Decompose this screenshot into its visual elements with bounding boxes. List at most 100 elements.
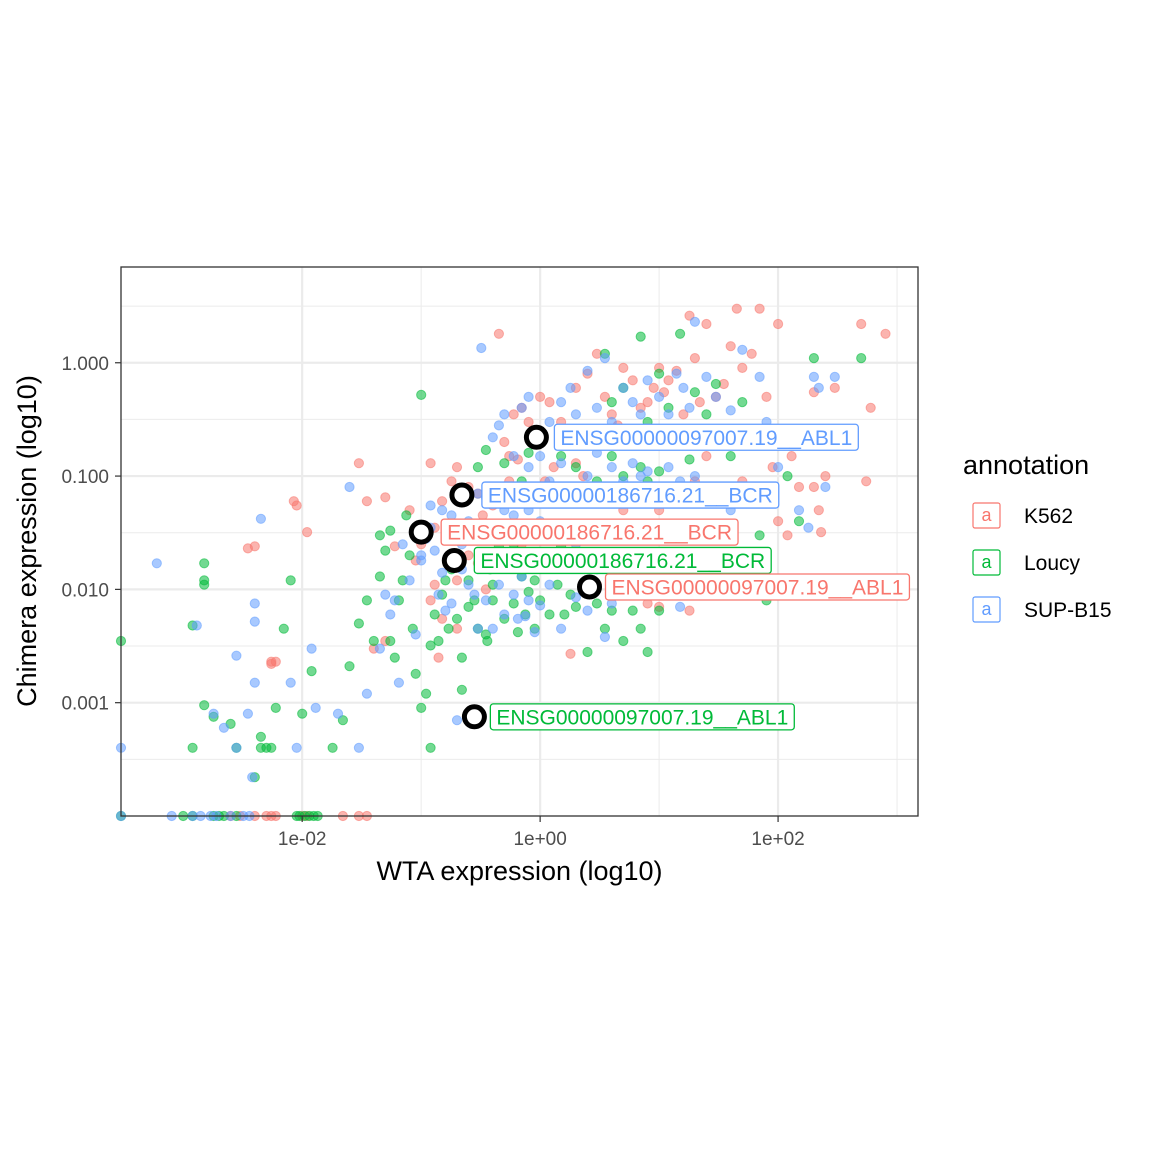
data-point <box>425 640 436 651</box>
data-point <box>416 550 427 561</box>
highlighted-genes: ENSG00000097007.19__ABL1 ENSG00000186716.… <box>408 423 911 731</box>
data-point <box>437 505 448 516</box>
data-point <box>361 688 372 699</box>
highlight-marker <box>523 424 549 450</box>
data-point <box>627 397 638 408</box>
data-point <box>829 382 840 393</box>
highlight-sup-b15: ENSG00000186716.21__BCR <box>449 481 780 509</box>
data-point <box>187 742 198 753</box>
x-tick-label: 1e+00 <box>513 829 566 850</box>
data-point <box>332 708 344 719</box>
data-point <box>199 579 210 590</box>
data-point <box>523 586 534 598</box>
data-point <box>813 382 824 393</box>
data-point <box>255 731 266 742</box>
legend-label: Loucy <box>1024 552 1081 575</box>
y-axis: 0.001 0.010 0.100 1.000 <box>61 354 121 715</box>
data-point <box>429 609 440 620</box>
legend-item-k562: a K562 <box>972 502 1073 529</box>
data-point <box>231 742 242 753</box>
data-point <box>410 668 421 679</box>
data-point <box>476 342 487 354</box>
data-point <box>270 656 281 667</box>
data-point <box>737 344 748 355</box>
data-point <box>861 476 872 487</box>
data-point <box>487 623 498 634</box>
data-point <box>380 545 391 556</box>
data-point <box>433 635 444 647</box>
legend-key-box <box>972 549 1001 576</box>
data-point <box>520 611 531 622</box>
callout-label: ENSG00000186716.21__BCR <box>488 485 773 508</box>
data-point <box>591 402 603 413</box>
data-point <box>508 589 519 600</box>
data-point <box>231 650 242 661</box>
data-point <box>151 558 162 569</box>
data-point <box>710 378 722 390</box>
data-point <box>472 623 483 634</box>
data-point <box>544 579 555 590</box>
data-point <box>606 462 617 473</box>
data-point <box>516 402 527 413</box>
data-point <box>247 772 258 783</box>
data-point <box>410 629 421 640</box>
data-point <box>508 598 519 609</box>
data-point <box>199 700 210 711</box>
data-point <box>689 471 701 482</box>
data-point <box>701 318 712 330</box>
data-point <box>701 409 712 420</box>
data-point <box>535 391 546 402</box>
data-point <box>374 571 385 582</box>
data-point <box>493 420 504 431</box>
data-point <box>523 391 534 402</box>
data-point <box>443 623 454 634</box>
data-point <box>737 362 748 373</box>
data-point <box>570 409 582 420</box>
data-point <box>512 627 524 638</box>
data-point <box>385 525 396 536</box>
highlight-marker <box>408 519 434 545</box>
data-point <box>627 605 638 616</box>
data-point <box>654 368 665 379</box>
x-tick-label: 1e-02 <box>278 829 327 850</box>
data-point <box>570 601 582 613</box>
data-point <box>725 341 736 352</box>
data-point <box>813 505 824 516</box>
data-point <box>701 371 712 382</box>
data-point <box>570 462 582 473</box>
data-point <box>368 635 379 647</box>
callout-label: ENSG00000186716.21__BCR <box>447 522 732 545</box>
highlight-loucy: ENSG00000097007.19__ABL1 <box>461 703 795 731</box>
highlight-k562: ENSG00000186716.21__BCR <box>408 518 739 546</box>
highlight-sup-b15: ENSG00000097007.19__ABL1 <box>523 423 859 451</box>
data-point <box>270 702 281 714</box>
data-point <box>199 558 210 569</box>
highlight-k562: ENSG00000097007.19__ABL1 <box>577 573 911 601</box>
data-point <box>675 328 686 339</box>
callout-box <box>553 423 859 451</box>
data-point <box>389 652 400 663</box>
data-point <box>451 715 463 726</box>
callout-label: ENSG00000097007.19__ABL1 <box>612 576 904 599</box>
data-point <box>404 550 415 561</box>
data-point <box>689 387 701 398</box>
callout-box <box>604 573 911 601</box>
x-axis-title: WTA expression (log10) <box>376 856 662 886</box>
data-point <box>499 458 510 469</box>
data-point <box>654 391 665 402</box>
data-point <box>425 500 436 511</box>
data-point <box>599 391 611 402</box>
legend-key-glyph: a <box>981 599 992 619</box>
data-point <box>451 623 463 634</box>
data-point <box>754 303 765 314</box>
data-point <box>480 595 491 606</box>
data-point <box>642 375 653 386</box>
data-point <box>191 620 202 631</box>
data-point <box>559 609 570 620</box>
callout-label: ENSG00000186716.21__BCR <box>480 550 765 573</box>
data-point <box>401 510 412 521</box>
data-point <box>266 742 277 753</box>
data-point <box>803 522 814 533</box>
data-point <box>463 579 474 590</box>
data-point <box>856 318 867 330</box>
